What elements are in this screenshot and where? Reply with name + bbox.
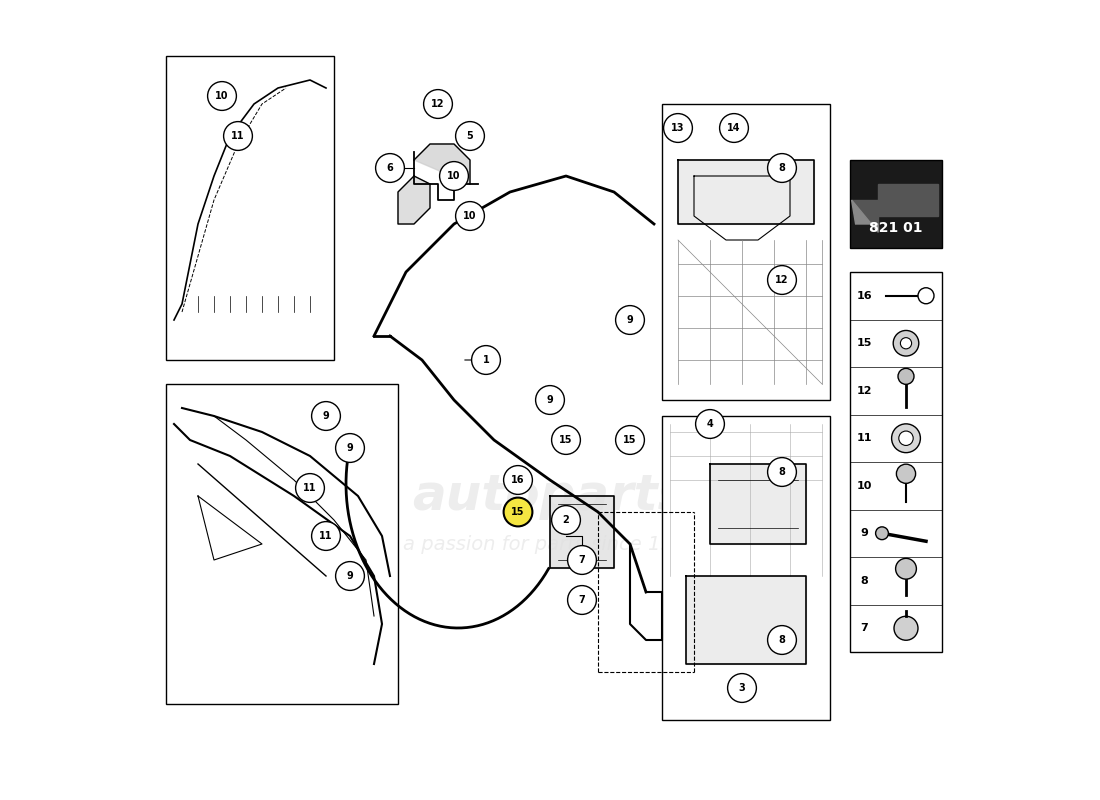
- Circle shape: [896, 464, 915, 483]
- Circle shape: [616, 426, 645, 454]
- Text: 16: 16: [857, 290, 872, 301]
- Text: 10: 10: [216, 91, 229, 101]
- Circle shape: [895, 558, 916, 579]
- Text: 13: 13: [671, 123, 684, 133]
- FancyBboxPatch shape: [166, 384, 398, 704]
- Circle shape: [768, 154, 796, 182]
- Text: a passion for parts since 1985: a passion for parts since 1985: [403, 534, 697, 554]
- FancyBboxPatch shape: [662, 104, 830, 400]
- Circle shape: [768, 626, 796, 654]
- Circle shape: [296, 474, 324, 502]
- Text: 9: 9: [346, 443, 353, 453]
- Polygon shape: [851, 184, 938, 232]
- Polygon shape: [686, 576, 806, 664]
- Text: 3: 3: [738, 683, 746, 693]
- Text: 12: 12: [776, 275, 789, 285]
- Polygon shape: [398, 176, 430, 224]
- Text: 12: 12: [857, 386, 872, 396]
- Text: 7: 7: [579, 555, 585, 565]
- Text: 5: 5: [466, 131, 473, 141]
- Text: 16: 16: [512, 475, 525, 485]
- Text: 1: 1: [483, 355, 490, 365]
- Circle shape: [901, 338, 912, 349]
- Circle shape: [551, 426, 581, 454]
- Circle shape: [208, 82, 236, 110]
- Text: 8: 8: [779, 467, 785, 477]
- Text: 7: 7: [579, 595, 585, 605]
- Circle shape: [223, 122, 252, 150]
- Circle shape: [504, 498, 532, 526]
- Text: 15: 15: [624, 435, 637, 445]
- Circle shape: [899, 431, 913, 446]
- Text: 15: 15: [857, 338, 872, 348]
- FancyBboxPatch shape: [166, 56, 334, 360]
- Circle shape: [568, 586, 596, 614]
- Text: 10: 10: [448, 171, 461, 181]
- Text: 821 01: 821 01: [869, 221, 923, 235]
- Text: 11: 11: [857, 434, 872, 443]
- Text: 11: 11: [231, 131, 244, 141]
- Circle shape: [892, 424, 921, 453]
- Circle shape: [375, 154, 405, 182]
- Text: 15: 15: [512, 507, 525, 517]
- Text: 8: 8: [860, 576, 868, 586]
- Text: 10: 10: [463, 211, 476, 221]
- Circle shape: [336, 434, 364, 462]
- Circle shape: [876, 527, 889, 540]
- Circle shape: [455, 202, 484, 230]
- Circle shape: [893, 330, 918, 356]
- Polygon shape: [414, 144, 470, 184]
- Text: 15: 15: [559, 435, 573, 445]
- Circle shape: [616, 306, 645, 334]
- Text: 9: 9: [346, 571, 353, 581]
- FancyBboxPatch shape: [662, 416, 830, 720]
- Circle shape: [695, 410, 725, 438]
- Text: 7: 7: [860, 623, 868, 634]
- Text: 9: 9: [627, 315, 634, 325]
- Text: autoparts: autoparts: [412, 472, 688, 520]
- Text: 2: 2: [562, 515, 570, 525]
- Text: 6: 6: [386, 163, 394, 173]
- Text: 10: 10: [857, 481, 872, 490]
- Text: 11: 11: [304, 483, 317, 493]
- Circle shape: [472, 346, 500, 374]
- Polygon shape: [710, 464, 806, 544]
- Circle shape: [918, 288, 934, 304]
- Circle shape: [551, 506, 581, 534]
- Circle shape: [536, 386, 564, 414]
- Circle shape: [311, 402, 340, 430]
- Circle shape: [768, 458, 796, 486]
- Circle shape: [455, 122, 484, 150]
- Text: 12: 12: [431, 99, 444, 109]
- Text: 14: 14: [727, 123, 740, 133]
- Polygon shape: [678, 160, 814, 224]
- Circle shape: [894, 616, 918, 640]
- Text: 8: 8: [779, 635, 785, 645]
- Circle shape: [568, 546, 596, 574]
- Text: 8: 8: [779, 163, 785, 173]
- Circle shape: [768, 266, 796, 294]
- Circle shape: [663, 114, 692, 142]
- Text: 9: 9: [860, 528, 868, 538]
- Circle shape: [898, 368, 914, 384]
- Text: 9: 9: [322, 411, 329, 421]
- Polygon shape: [851, 200, 878, 232]
- Circle shape: [727, 674, 757, 702]
- Text: 11: 11: [319, 531, 332, 541]
- Circle shape: [719, 114, 748, 142]
- Text: 9: 9: [547, 395, 553, 405]
- Circle shape: [424, 90, 452, 118]
- Circle shape: [336, 562, 364, 590]
- Text: 4: 4: [706, 419, 714, 429]
- FancyBboxPatch shape: [850, 272, 942, 652]
- Circle shape: [504, 466, 532, 494]
- FancyBboxPatch shape: [850, 160, 942, 248]
- Circle shape: [440, 162, 469, 190]
- Circle shape: [311, 522, 340, 550]
- Polygon shape: [550, 496, 614, 568]
